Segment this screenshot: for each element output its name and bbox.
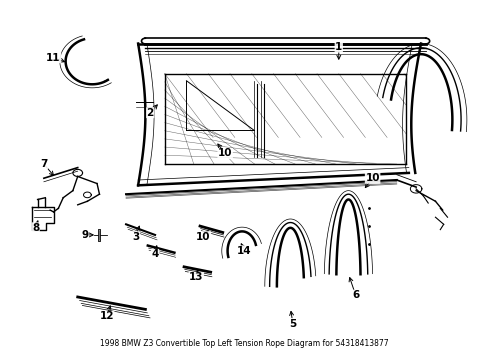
Text: 8: 8: [32, 223, 39, 233]
Text: 3: 3: [132, 232, 139, 242]
Text: 11: 11: [46, 53, 61, 63]
Text: 12: 12: [99, 311, 114, 321]
Text: 5: 5: [288, 319, 296, 329]
Text: 9: 9: [81, 230, 88, 240]
Text: 13: 13: [188, 273, 203, 283]
Text: 6: 6: [351, 290, 359, 300]
Text: 4: 4: [151, 249, 159, 260]
Text: 14: 14: [237, 246, 251, 256]
Text: 7: 7: [40, 159, 47, 169]
Text: 10: 10: [365, 173, 379, 183]
Text: 10: 10: [218, 148, 232, 158]
Text: 2: 2: [146, 108, 154, 118]
Text: 1: 1: [334, 42, 342, 52]
Text: 10: 10: [196, 232, 210, 242]
Text: 1998 BMW Z3 Convertible Top Left Tension Rope Diagram for 54318413877: 1998 BMW Z3 Convertible Top Left Tension…: [100, 339, 388, 348]
